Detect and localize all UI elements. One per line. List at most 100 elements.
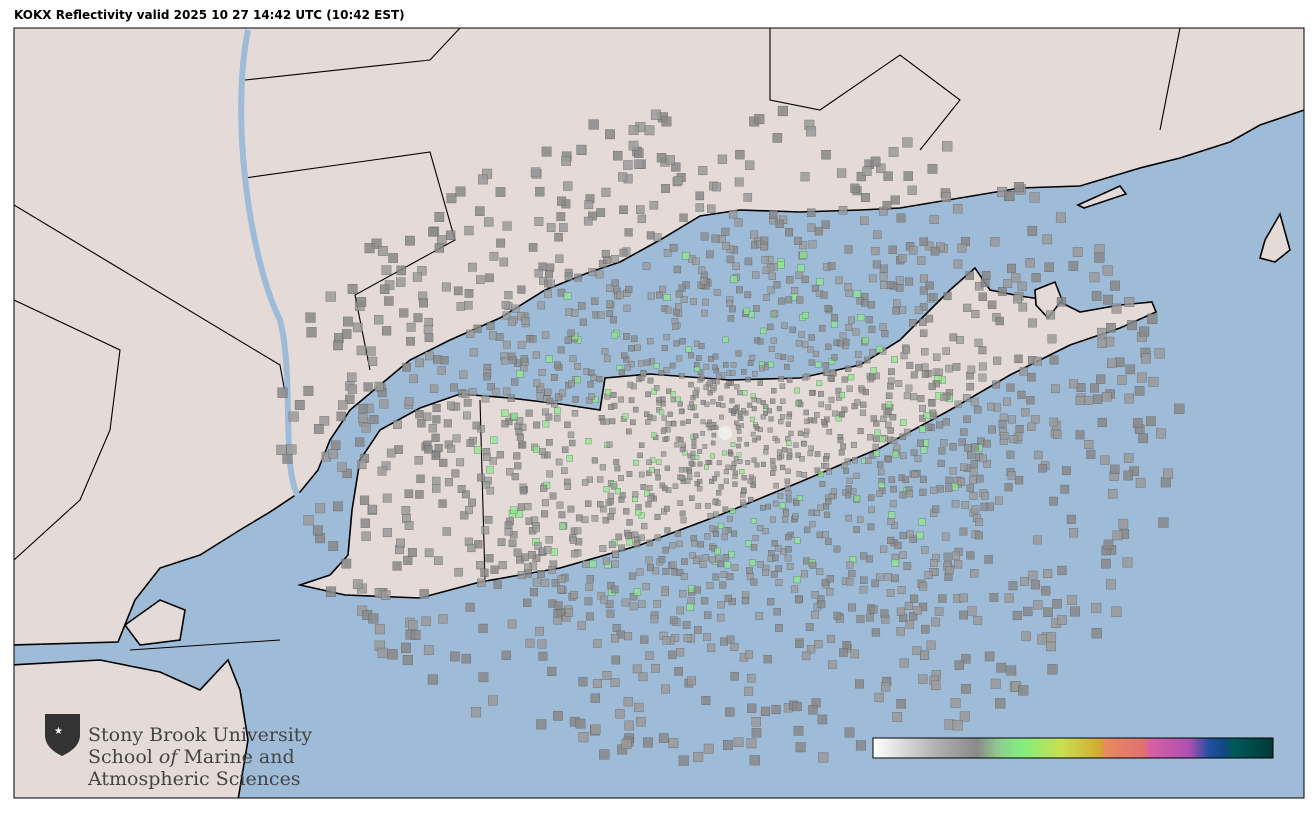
echo [689, 495, 695, 501]
echo [857, 428, 864, 435]
echo [869, 349, 876, 356]
echo [588, 119, 599, 130]
echo [903, 428, 911, 436]
echo [707, 513, 714, 519]
echo [513, 548, 522, 557]
echo [837, 437, 844, 444]
echo [1034, 450, 1043, 460]
echo [413, 313, 423, 323]
echo [713, 511, 719, 518]
echo [710, 399, 716, 405]
echo [716, 460, 722, 466]
echo [890, 195, 900, 205]
echo [1030, 580, 1040, 590]
echo [517, 571, 526, 580]
echo [641, 522, 648, 530]
echo [768, 416, 774, 422]
echo [850, 183, 860, 193]
echo [743, 307, 750, 315]
echo [786, 414, 792, 420]
echo [507, 394, 515, 402]
echo [799, 251, 808, 259]
echo [952, 720, 963, 731]
echo [748, 311, 755, 318]
echo [724, 594, 732, 602]
echo [477, 473, 485, 482]
echo [731, 461, 737, 467]
echo [812, 350, 820, 357]
echo [566, 455, 573, 462]
echo [919, 237, 929, 247]
echo [930, 559, 938, 567]
echo [409, 374, 418, 384]
echo [1145, 416, 1156, 427]
echo [921, 348, 929, 356]
echo [382, 528, 392, 538]
echo [709, 478, 715, 484]
echo [467, 543, 476, 553]
echo [609, 507, 616, 515]
echo [826, 634, 836, 644]
echo [1102, 392, 1112, 402]
echo [1038, 464, 1047, 473]
echo [1057, 615, 1067, 625]
echo [917, 439, 924, 447]
echo [696, 485, 703, 492]
echo [605, 300, 614, 308]
echo [511, 473, 519, 481]
echo [845, 324, 853, 331]
echo [629, 572, 637, 580]
echo [655, 474, 661, 481]
echo [474, 540, 483, 549]
echo [502, 311, 511, 320]
echo [921, 546, 929, 554]
echo [1147, 313, 1158, 324]
echo [895, 276, 904, 285]
echo [1019, 367, 1029, 376]
echo [722, 527, 729, 534]
echo [870, 156, 881, 167]
echo [631, 335, 638, 343]
echo [624, 720, 634, 731]
channel [129, 639, 281, 651]
echo [661, 415, 667, 421]
echo [541, 331, 550, 339]
echo [1033, 356, 1042, 366]
echo [786, 448, 793, 454]
echo [1138, 433, 1148, 444]
echo [845, 514, 852, 522]
echo [811, 284, 819, 292]
echo [504, 291, 513, 300]
echo [571, 309, 579, 317]
echo [483, 372, 491, 381]
echo [507, 318, 516, 326]
echo [816, 380, 823, 387]
echo [593, 639, 602, 648]
echo [815, 361, 822, 368]
echo [532, 524, 540, 533]
echo [966, 484, 975, 492]
echo [656, 459, 662, 465]
echo [736, 452, 742, 458]
echo [424, 333, 434, 342]
echo [555, 254, 564, 263]
echo [570, 550, 579, 558]
echo [1033, 535, 1042, 545]
echo [702, 554, 709, 561]
echo [432, 403, 441, 413]
echo [856, 171, 866, 182]
echo [905, 277, 914, 286]
echo [394, 445, 403, 454]
echo [599, 749, 610, 760]
echo [1112, 530, 1123, 541]
echo [636, 716, 646, 727]
echo [1041, 586, 1051, 596]
echo [773, 607, 781, 616]
echo [920, 650, 930, 660]
echo [656, 153, 667, 163]
echo [789, 326, 796, 334]
echo [476, 561, 485, 570]
echo [556, 501, 564, 509]
echo [277, 387, 288, 398]
echo [611, 279, 619, 287]
